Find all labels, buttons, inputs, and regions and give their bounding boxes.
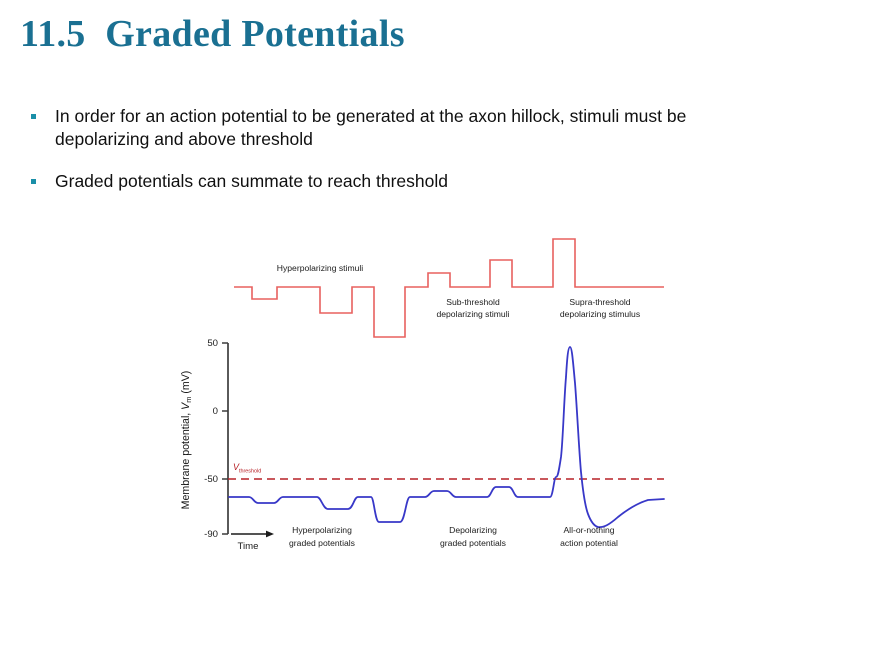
y-axis-title-subscript: m bbox=[184, 397, 193, 403]
supra-threshold-label-line2: depolarizing stimulus bbox=[560, 309, 640, 319]
bullet-text: In order for an action potential to be g… bbox=[55, 106, 687, 150]
time-axis-arrowhead bbox=[266, 530, 274, 538]
y-axis-title-symbol: V bbox=[180, 402, 192, 410]
sub-threshold-label-line1: Sub-threshold bbox=[446, 297, 500, 307]
stimulus-trace-group bbox=[234, 238, 664, 338]
y-axis-title: Membrane potential, Vm (mV) bbox=[180, 371, 193, 510]
bullet-marker-icon bbox=[31, 114, 36, 119]
membrane-potential-trace-path bbox=[228, 346, 665, 529]
y-tick-label-50: 50 bbox=[207, 338, 218, 349]
sub-threshold-label-line2: depolarizing stimuli bbox=[436, 309, 509, 319]
graded-potentials-figure: Hyperpolarizing stimuli Sub-threshold de… bbox=[165, 222, 705, 562]
chart-axes: 50 0 -50 -90 Time Membrane potential, Vm… bbox=[180, 338, 274, 552]
depolarizing-graded-label-line1: Depolarizing bbox=[449, 525, 497, 535]
y-axis-ticks bbox=[222, 342, 228, 535]
list-item: Graded potentials can summate to reach t… bbox=[28, 170, 838, 193]
membrane-potential-trace-group bbox=[228, 346, 665, 529]
figure-svg: Hyperpolarizing stimuli Sub-threshold de… bbox=[180, 238, 665, 552]
supra-threshold-label-line1: Supra-threshold bbox=[569, 297, 630, 307]
y-tick-label-minus90: -90 bbox=[204, 529, 218, 540]
hyperpolarizing-stimuli-label: Hyperpolarizing stimuli bbox=[277, 263, 364, 273]
stimulus-trace-path bbox=[234, 238, 664, 338]
hyperpolarizing-graded-label-line2: graded potentials bbox=[289, 538, 355, 548]
action-potential-label-line1: All-or-nothing bbox=[563, 525, 614, 535]
y-axis-title-units: (mV) bbox=[180, 371, 192, 397]
list-item: In order for an action potential to be g… bbox=[28, 105, 838, 152]
x-axis-title: Time bbox=[238, 541, 259, 552]
stimulus-annotations: Hyperpolarizing stimuli Sub-threshold de… bbox=[277, 263, 640, 319]
y-tick-label-0: 0 bbox=[213, 406, 218, 417]
action-potential-label-line2: action potential bbox=[560, 538, 618, 548]
bullet-list: In order for an action potential to be g… bbox=[28, 105, 838, 211]
depolarizing-graded-label-line2: graded potentials bbox=[440, 538, 506, 548]
threshold-label-symbol: V bbox=[233, 462, 240, 472]
y-tick-label-minus50: -50 bbox=[204, 474, 218, 485]
bullet-marker-icon bbox=[31, 178, 36, 184]
threshold-label-subscript: threshold bbox=[239, 469, 261, 475]
y-axis-title-part1: Membrane potential, bbox=[180, 410, 192, 510]
threshold-label: Vthreshold bbox=[233, 462, 261, 475]
membrane-trace-annotations: Hyperpolarizing graded potentials Depola… bbox=[289, 525, 618, 548]
page-title: 11.5 Graded Potentials bbox=[20, 13, 405, 55]
bullet-text: Graded potentials can summate to reach t… bbox=[55, 170, 448, 191]
threshold-group: Vthreshold bbox=[228, 462, 664, 480]
hyperpolarizing-graded-label-line1: Hyperpolarizing bbox=[292, 525, 352, 535]
